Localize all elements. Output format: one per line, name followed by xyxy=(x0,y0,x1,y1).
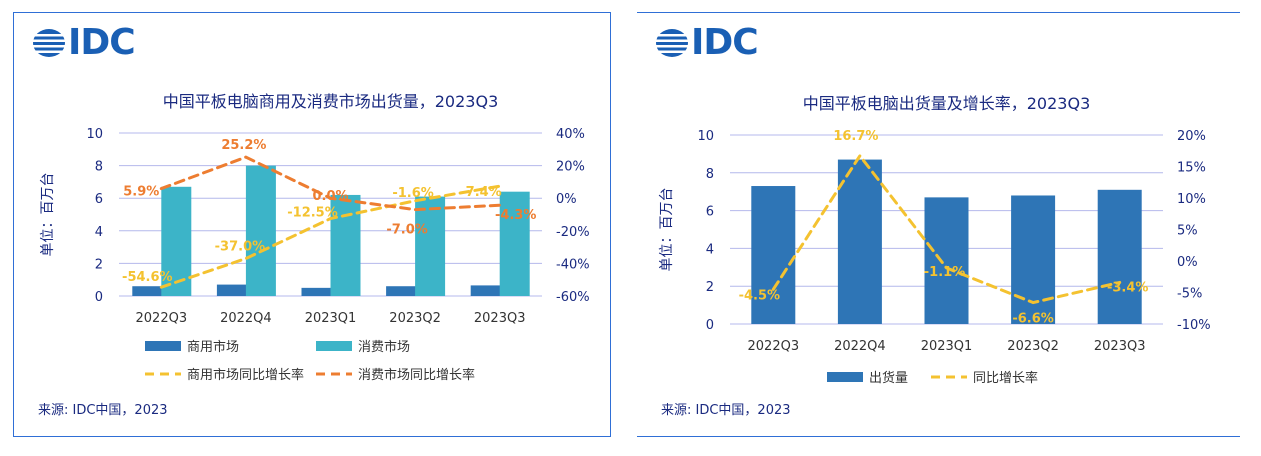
chart-title: 中国平板电脑出货量及增长率，2023Q3 xyxy=(803,94,1091,113)
bar xyxy=(132,286,163,296)
x-tick-label: 2022Q4 xyxy=(834,339,886,354)
chart-panel-segments: IDC 中国平板电脑商用及消费市场出货量，2023Q3 单位：百万台 0 2 4 6 8 10… xyxy=(13,12,611,437)
data-label: -7.0% xyxy=(386,223,427,238)
y-tick-label: 10 xyxy=(86,127,103,142)
y-tick-label: 10 xyxy=(697,129,714,144)
legend-label: 商用市场 xyxy=(187,339,239,355)
bar xyxy=(245,165,276,296)
x-tick-label: 2023Q1 xyxy=(305,311,357,326)
bar xyxy=(301,287,332,296)
data-label: -3.4% xyxy=(1107,280,1148,295)
data-label: -37.0% xyxy=(215,240,266,255)
legend-swatch xyxy=(145,341,181,351)
y-tick-label: 8 xyxy=(95,160,103,175)
data-label: -4.5% xyxy=(739,288,780,303)
bar xyxy=(1097,189,1142,324)
data-label: -6.6% xyxy=(1012,312,1053,327)
y2-tick-label: -20% xyxy=(556,225,590,240)
data-label: -12.5% xyxy=(287,206,338,221)
x-tick-label: 2022Q4 xyxy=(220,311,272,326)
data-label: 0.0% xyxy=(312,189,348,204)
idc-logo: IDC xyxy=(655,22,759,63)
data-label: -54.6% xyxy=(122,270,173,285)
legend-swatch xyxy=(827,372,863,382)
x-tick-label: 2022Q3 xyxy=(748,339,800,354)
y2-tick-label: -5% xyxy=(1177,287,1202,302)
legend-label: 消费市场 xyxy=(358,339,410,355)
legend-label: 消费市场同比增长率 xyxy=(358,367,475,383)
y-tick-label: 0 xyxy=(706,318,714,333)
y-tick-label: 0 xyxy=(95,290,103,305)
y2-tick-label: 0% xyxy=(556,192,577,207)
chart-panel-total: IDC 中国平板电脑出货量及增长率，2023Q3 单位：百万台 0 2 4 6 8 10 -10… xyxy=(637,12,1240,437)
y2-tick-label: -60% xyxy=(556,290,590,305)
globe-icon xyxy=(655,29,689,57)
data-label: -1.6% xyxy=(392,186,433,201)
data-label: 5.9% xyxy=(123,185,159,200)
legend-label: 同比增长率 xyxy=(973,370,1038,386)
x-tick-label: 2023Q3 xyxy=(474,311,526,326)
x-tick-label: 2023Q2 xyxy=(1007,339,1059,354)
y2-tick-label: -10% xyxy=(1177,318,1211,333)
x-tick-label: 2022Q3 xyxy=(136,311,188,326)
legend-label: 出货量 xyxy=(869,370,908,386)
y2-tick-label: 15% xyxy=(1177,161,1206,176)
legend-swatch xyxy=(316,341,352,351)
idc-logo-text: IDC xyxy=(691,22,759,63)
y-axis-label: 单位：百万台 xyxy=(659,188,675,272)
y2-tick-label: 20% xyxy=(556,160,585,175)
y2-tick-label: 10% xyxy=(1177,192,1206,207)
series-line xyxy=(159,155,502,212)
x-tick-label: 2023Q2 xyxy=(389,311,441,326)
bar xyxy=(837,159,882,324)
y-tick-label: 6 xyxy=(706,205,714,220)
bar xyxy=(499,191,530,296)
y-tick-label: 6 xyxy=(95,192,103,207)
y2-tick-label: 0% xyxy=(1177,255,1198,270)
total-shipments-chart: 中国平板电脑出货量及增长率，2023Q3 单位：百万台 0 2 4 6 8 10 -10% -5%… xyxy=(659,94,1211,386)
y2-tick-label: 40% xyxy=(556,127,585,142)
y-tick-label: 4 xyxy=(95,225,103,240)
legend-label: 商用市场同比增长率 xyxy=(187,367,304,383)
y2-tick-label: 20% xyxy=(1177,129,1206,144)
source-note: 来源: IDC中国，2023 xyxy=(661,403,791,418)
y-tick-label: 8 xyxy=(706,167,714,182)
bar xyxy=(751,186,796,324)
y-tick-label: 4 xyxy=(706,242,714,257)
data-label: 16.7% xyxy=(833,129,878,144)
data-label: -4.3% xyxy=(495,208,536,223)
x-tick-label: 2023Q1 xyxy=(921,339,973,354)
series-line xyxy=(771,153,1122,305)
y-tick-label: 2 xyxy=(706,280,714,295)
source-note: 来源: IDC中国，2023 xyxy=(38,403,168,418)
bar xyxy=(330,194,361,296)
idc-logo-text: IDC xyxy=(68,22,136,63)
y2-tick-label: -40% xyxy=(556,257,590,272)
series-line xyxy=(159,184,502,289)
data-label: 25.2% xyxy=(221,138,266,153)
bar xyxy=(470,285,501,296)
chart-title: 中国平板电脑商用及消费市场出货量，2023Q3 xyxy=(163,92,499,111)
bar xyxy=(415,196,446,296)
bar xyxy=(161,186,192,296)
bar xyxy=(216,284,247,296)
bar xyxy=(1011,195,1056,324)
bar xyxy=(386,286,417,296)
idc-logo: IDC xyxy=(32,22,136,63)
y-tick-label: 2 xyxy=(95,257,103,272)
globe-icon xyxy=(32,29,66,57)
x-tick-label: 2023Q3 xyxy=(1094,339,1146,354)
bar xyxy=(924,197,969,324)
data-label: -1.1% xyxy=(924,265,965,280)
y-axis-label: 单位：百万台 xyxy=(40,173,56,257)
data-label: 7.4% xyxy=(466,185,502,200)
segment-shipments-chart: 中国平板电脑商用及消费市场出货量，2023Q3 单位：百万台 0 2 4 6 8 10 -60%… xyxy=(40,92,590,383)
y2-tick-label: 5% xyxy=(1177,224,1198,239)
